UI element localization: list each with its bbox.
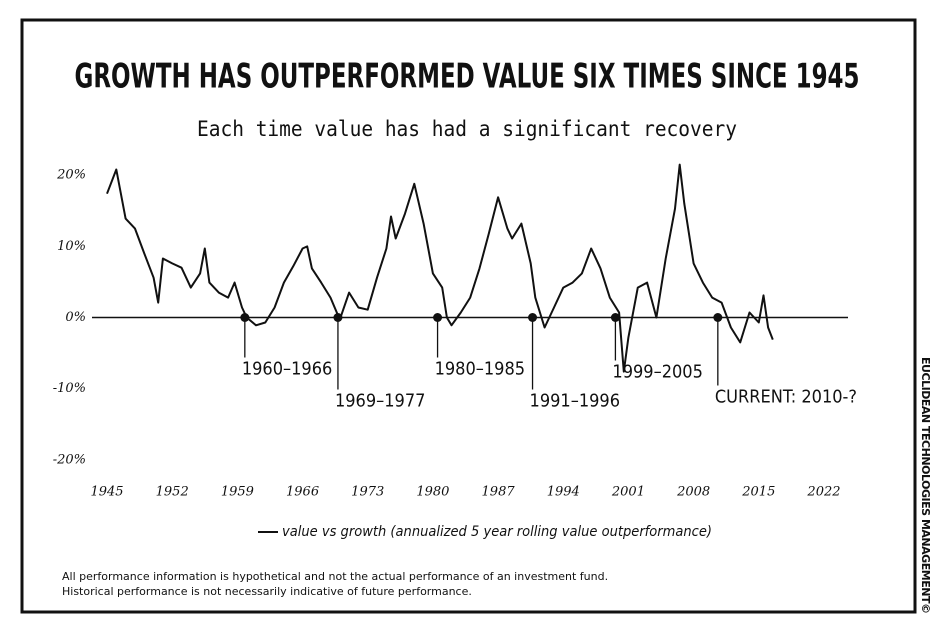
x-tick-label: 1980 [416,485,449,500]
annotation-label: CURRENT: 2010-? [715,387,857,408]
annotation-dot [713,313,723,322]
y-tick-label: 0% [65,310,86,325]
x-tick-label: 1966 [286,485,319,500]
annotation-label: 1980–1985 [435,359,526,380]
chart-subtitle: Each time value has had a significant re… [197,117,737,141]
x-tick-label: 2008 [676,485,710,500]
y-tick-label: 20% [56,168,86,183]
legend-label: value vs growth (annualized 5 year rolli… [282,524,712,540]
chart-title: GROWTH HAS OUTPERFORMED VALUE SIX TIMES … [75,57,860,97]
x-tick-label: 2001 [611,485,645,500]
x-tick-label: 1952 [156,485,189,500]
annotation-dot [610,313,620,322]
x-tick-label: 2015 [741,485,775,500]
annotation-label: 1969–1977 [335,391,426,412]
x-tick-label: 1994 [547,485,580,500]
annotation-label: 1999–2005 [612,362,703,383]
annotation-label: 1960–1966 [242,359,333,380]
credit: EUCLIDEAN TECHNOLOGIES MANAGEMENT© [919,357,932,615]
annotation-dot [333,313,343,322]
x-tick-label: 1945 [90,485,123,500]
x-tick-label: 1973 [351,485,384,500]
annotation-dot [433,313,443,322]
annotation-dot [528,313,538,322]
series-line [106,163,774,373]
footnote: Historical performance is not necessaril… [62,585,472,598]
y-tick-label: -10% [53,381,86,396]
x-tick-label: 2022 [806,485,840,500]
y-tick-label: 10% [57,239,86,254]
frame [20,18,917,614]
annotation-dot [240,313,250,322]
annotation-label: 1991–1996 [530,391,621,412]
y-tick-label: -20% [53,452,86,467]
x-tick-label: 1959 [221,485,254,500]
footnote: All performance information is hypotheti… [62,570,608,583]
x-tick-label: 1987 [482,485,516,500]
